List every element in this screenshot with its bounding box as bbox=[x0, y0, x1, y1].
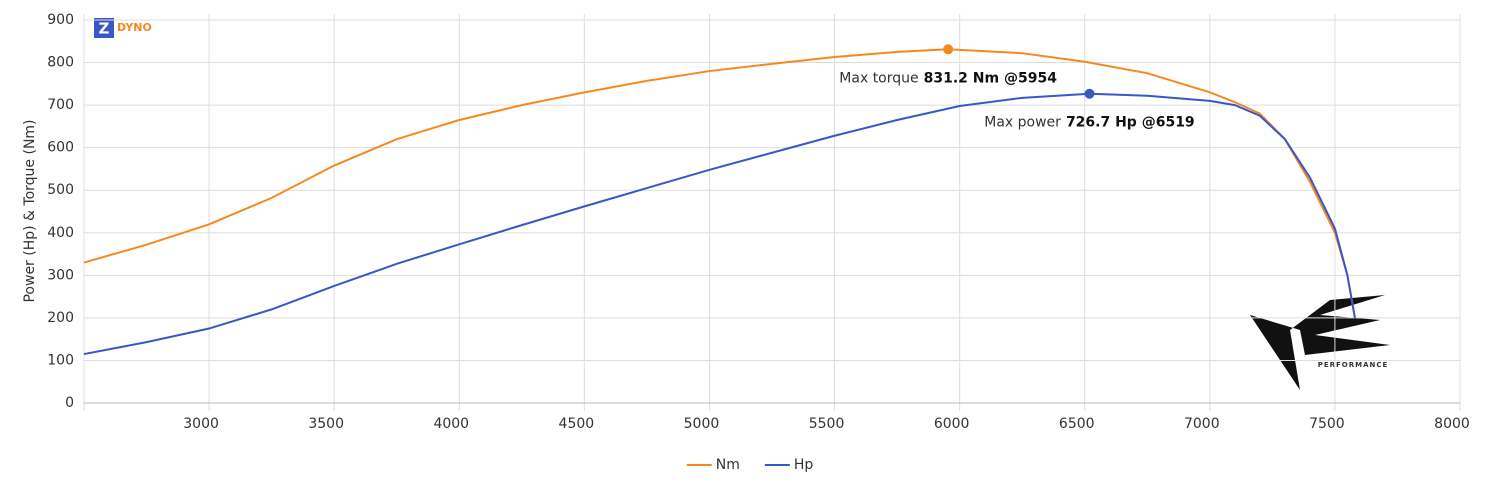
logo-box bbox=[94, 18, 114, 38]
legend: Nm Hp bbox=[686, 457, 814, 473]
annotation: Max torque 831.2 Nm @5954 bbox=[839, 70, 1057, 86]
logo-text: DYNO bbox=[117, 21, 152, 34]
x-tick-label: 3000 bbox=[183, 416, 219, 432]
line-series bbox=[83, 48, 1356, 319]
y-tick-label: 0 bbox=[65, 395, 74, 411]
x-tick-label: 6500 bbox=[1059, 416, 1095, 432]
watermark-shape bbox=[1250, 295, 1390, 390]
y-tick-label: 600 bbox=[47, 140, 74, 156]
y-tick-label: 400 bbox=[47, 225, 74, 241]
x-tick-label: 5000 bbox=[684, 416, 720, 432]
x-tick-label: 6000 bbox=[934, 416, 970, 432]
annotation-label: Max torque bbox=[839, 70, 918, 86]
legend-label: Hp bbox=[794, 457, 814, 473]
x-tick-label: 3500 bbox=[308, 416, 344, 432]
annotation-value: 726.7 Hp @6519 bbox=[1066, 115, 1195, 131]
y-tick-label: 800 bbox=[47, 55, 74, 71]
y-tick-label: 900 bbox=[47, 12, 74, 28]
x-tick-label: 5500 bbox=[809, 416, 845, 432]
y-tick-label: 700 bbox=[47, 97, 74, 113]
annotation: Max power 726.7 Hp @6519 bbox=[984, 115, 1194, 131]
annotation-value: 831.2 Nm @5954 bbox=[924, 70, 1058, 86]
peak-marker bbox=[1084, 88, 1095, 99]
x-tick-label: 8000 bbox=[1434, 416, 1470, 432]
x-tick-label: 7000 bbox=[1184, 416, 1220, 432]
y-axis-label: Power (Hp) & Torque (Nm) bbox=[22, 119, 38, 302]
x-tick-label: 4500 bbox=[559, 416, 595, 432]
x-tick-label: 4000 bbox=[433, 416, 469, 432]
peak-marker bbox=[943, 44, 954, 55]
annotation-label: Max power bbox=[984, 115, 1061, 131]
y-tick-label: 300 bbox=[47, 267, 74, 283]
y-tick-label: 100 bbox=[47, 352, 74, 368]
logo-letter: Z bbox=[99, 20, 110, 38]
watermark-text: PERFORMANCE bbox=[1318, 361, 1389, 369]
y-tick-label: 200 bbox=[47, 310, 74, 326]
y-tick-label: 500 bbox=[47, 182, 74, 198]
legend-label: Nm bbox=[716, 457, 740, 473]
line-series bbox=[83, 92, 1356, 356]
x-tick-label: 7500 bbox=[1309, 416, 1345, 432]
watermark: PERFORMANCE bbox=[1250, 295, 1390, 390]
